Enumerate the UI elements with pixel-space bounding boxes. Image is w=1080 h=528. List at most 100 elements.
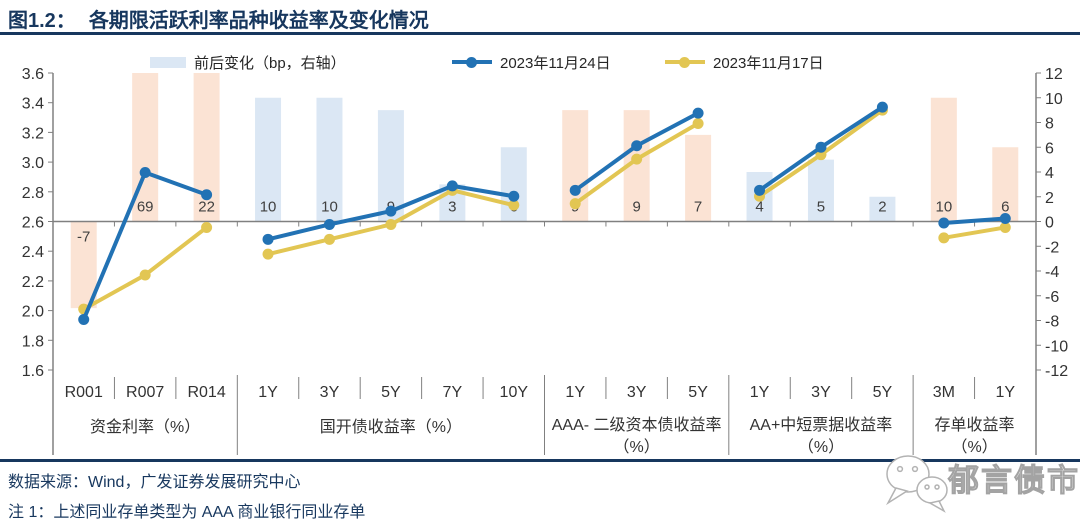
series-point xyxy=(201,189,213,201)
series-point xyxy=(508,199,520,211)
series-point xyxy=(385,218,397,230)
category-label: 3Y xyxy=(627,384,647,401)
series-point xyxy=(139,269,151,281)
footer-divider xyxy=(0,459,1080,462)
category-label: 1Y xyxy=(995,384,1015,401)
series-point xyxy=(692,107,704,119)
series-point xyxy=(692,117,704,129)
group-label: （%） xyxy=(951,438,997,456)
left-axis-tick-label: 1.6 xyxy=(22,363,44,380)
series-point xyxy=(139,166,151,178)
bar-value-label: 9 xyxy=(632,199,640,216)
change-bar xyxy=(255,97,282,222)
left-axis-tick-label: 2.4 xyxy=(22,244,44,261)
right-axis-tick-label: -6 xyxy=(1045,289,1059,306)
left-axis-tick-label: 3.4 xyxy=(22,96,44,113)
legend-item-series-20231117: 2023年11月17日 xyxy=(665,52,824,72)
series-point xyxy=(323,233,335,245)
category-label: R014 xyxy=(187,384,225,401)
category-label: 7Y xyxy=(443,384,463,401)
change-bar xyxy=(992,147,1019,222)
bar-value-label: 10 xyxy=(260,199,277,216)
series-point xyxy=(631,153,643,165)
title-divider xyxy=(0,32,1080,35)
bar-value-label: 3 xyxy=(448,199,456,216)
figure-number: 图1.2： xyxy=(8,10,76,32)
change-bar xyxy=(807,159,834,222)
category-label: 1Y xyxy=(750,384,770,401)
legend-label-change-bars: 前后变化（bp，右轴） xyxy=(194,54,346,72)
series-point xyxy=(323,218,335,230)
change-bar xyxy=(930,97,957,222)
legend-item-series-20231124: 2023年11月24日 xyxy=(452,52,611,72)
legend-label-series-20231117: 2023年11月17日 xyxy=(713,54,824,72)
series-point xyxy=(631,140,643,152)
right-axis-tick-label: -12 xyxy=(1045,363,1068,380)
watermark-logo: 郁言债市 xyxy=(886,455,1080,513)
right-axis-tick-label: 8 xyxy=(1045,116,1054,133)
right-axis-tick-label: -10 xyxy=(1045,338,1068,355)
series-line xyxy=(941,225,1008,240)
bar-swatch-icon xyxy=(150,56,186,68)
left-axis-tick-label: 2.0 xyxy=(22,304,44,321)
right-axis-tick-label: -4 xyxy=(1045,264,1059,281)
left-axis-tick-label: 1.8 xyxy=(22,333,44,350)
series-line xyxy=(941,216,1008,225)
series-point xyxy=(508,190,520,202)
series-point xyxy=(876,101,888,113)
category-label: 1Y xyxy=(565,384,585,401)
bar-value-label: 10 xyxy=(321,199,338,216)
series-point xyxy=(262,233,274,245)
bar-value-label: 69 xyxy=(137,199,154,216)
series-point xyxy=(569,184,581,196)
series-point xyxy=(815,141,827,153)
series-point xyxy=(754,184,766,196)
bar-value-label: 4 xyxy=(755,199,763,216)
series-point xyxy=(78,314,90,326)
series-point xyxy=(569,198,581,210)
bar-value-label: 22 xyxy=(198,199,215,216)
group-label: 存单收益率 xyxy=(935,416,1015,434)
line-dot-marker-icon xyxy=(452,56,492,68)
right-axis-tick-label: -2 xyxy=(1045,239,1059,256)
category-label: 3Y xyxy=(811,384,831,401)
bar-value-label: -7 xyxy=(77,229,90,246)
series-point xyxy=(938,232,950,244)
figure-title: 图1.2： 各期限活跃利率品种收益率及变化情况 xyxy=(8,4,429,33)
right-axis-tick-label: 10 xyxy=(1045,91,1063,108)
series-point xyxy=(262,248,274,260)
category-label: 3M xyxy=(933,384,955,401)
bar-value-label: 7 xyxy=(694,199,702,216)
right-axis-tick-label: 4 xyxy=(1045,165,1054,182)
change-bar xyxy=(377,110,404,222)
legend-label-series-20231124: 2023年11月24日 xyxy=(500,54,611,72)
group-label: 国开债收益率（%） xyxy=(320,418,462,436)
left-axis-tick-label: 2.8 xyxy=(22,185,44,202)
category-label: 5Y xyxy=(381,384,401,401)
group-label: （%） xyxy=(614,438,660,456)
series-point xyxy=(446,180,458,192)
category-label: 5Y xyxy=(688,384,708,401)
wechat-bubbles-icon xyxy=(886,455,948,513)
group-label: （%） xyxy=(798,438,844,456)
bar-value-label: 10 xyxy=(936,199,953,216)
left-axis-tick-label: 2.6 xyxy=(22,215,44,232)
legend-item-change-bars: 前后变化（bp，右轴） xyxy=(150,52,346,72)
watermark-text: 郁言债市 xyxy=(947,463,1080,498)
group-label: AA+中短票据收益率 xyxy=(750,416,893,434)
left-axis-tick-label: 2.2 xyxy=(22,274,44,291)
series-point xyxy=(385,205,397,217)
right-axis-tick-label: 12 xyxy=(1045,66,1063,83)
bar-value-label: 6 xyxy=(1001,199,1009,216)
left-axis-tick-label: 3.6 xyxy=(22,66,44,83)
category-label: 5Y xyxy=(873,384,893,401)
right-axis-tick-label: 6 xyxy=(1045,140,1054,157)
change-bar xyxy=(869,196,896,222)
bar-value-label: 2 xyxy=(878,199,886,216)
category-label: 3Y xyxy=(320,384,340,401)
category-label: R007 xyxy=(126,384,164,401)
bar-value-label: 5 xyxy=(817,199,825,216)
left-axis-tick-label: 3.2 xyxy=(22,125,44,142)
group-label: 资金利率（%） xyxy=(90,418,200,436)
